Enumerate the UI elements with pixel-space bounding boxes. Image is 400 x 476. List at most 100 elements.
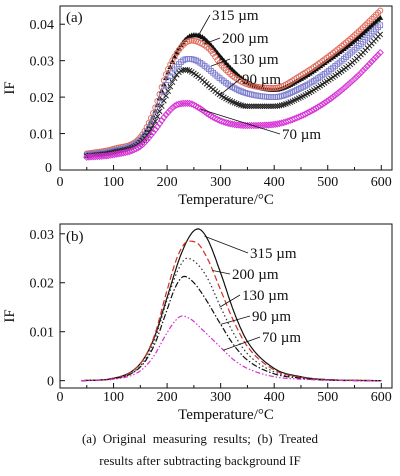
- data-point: [164, 108, 172, 116]
- x-tick-label: 0: [57, 390, 64, 405]
- series-line-3: [81, 275, 382, 382]
- series-label: 200 µm: [232, 267, 279, 283]
- series-label: 315 µm: [212, 8, 259, 24]
- data-point: [188, 100, 196, 108]
- data-point: [263, 84, 270, 91]
- x-tick-label: 600: [371, 390, 392, 405]
- data-point: [147, 131, 155, 139]
- data-point: [338, 86, 346, 94]
- data-point: [218, 117, 226, 125]
- data-point: [182, 66, 189, 73]
- data-point: [377, 31, 384, 38]
- series-label-leader: [203, 37, 221, 45]
- data-point: [261, 103, 268, 110]
- series-label-leader: [197, 14, 211, 37]
- data-point: [156, 108, 163, 115]
- series-label-leader: [219, 294, 241, 308]
- data-point: [335, 88, 344, 96]
- data-point: [155, 119, 164, 128]
- data-point: [377, 14, 384, 20]
- data-point: [233, 121, 241, 129]
- data-point: [257, 103, 264, 110]
- data-point: [377, 22, 384, 29]
- plot-frame-a: [59, 5, 393, 171]
- data-point: [312, 104, 320, 112]
- data-point: [377, 7, 384, 14]
- data-point: [255, 83, 262, 91]
- data-point: [183, 99, 192, 107]
- x-tick-label: 500: [317, 175, 338, 190]
- series-label-leader: [219, 78, 241, 96]
- series-label-leader: [220, 315, 251, 325]
- data-point: [372, 53, 380, 61]
- x-tick-label: 200: [157, 390, 178, 405]
- data-point: [323, 97, 331, 106]
- series-label: 90 µm: [242, 72, 281, 88]
- data-point: [331, 91, 339, 99]
- series-markers-4: [83, 49, 384, 161]
- series-label-leader: [204, 235, 249, 254]
- x-tick-label: 100: [103, 175, 124, 190]
- series-label-leader: [200, 108, 281, 135]
- x-tick-label: 0: [57, 175, 64, 190]
- data-point: [350, 75, 359, 83]
- data-point: [154, 106, 161, 113]
- x-axis-label-a: Temperature/°C: [178, 192, 274, 208]
- series-label-leader: [212, 270, 231, 275]
- data-point: [275, 119, 284, 128]
- data-point: [370, 55, 378, 63]
- data-point: [188, 37, 195, 44]
- series-label-leader: [223, 336, 261, 351]
- y-axis-label-b: IF: [2, 309, 18, 322]
- data-point: [166, 106, 174, 114]
- data-point: [160, 113, 168, 122]
- y-tick-label: 0.01: [30, 128, 55, 143]
- data-point: [143, 136, 151, 144]
- data-point: [138, 140, 147, 149]
- data-point: [167, 83, 174, 90]
- data-point: [267, 84, 275, 92]
- data-point: [263, 103, 270, 110]
- caption-line-1: (a) Original measuring results; (b) Trea…: [81, 431, 319, 446]
- data-point: [273, 120, 282, 128]
- data-point: [152, 112, 159, 119]
- data-point: [171, 75, 178, 82]
- data-point: [325, 96, 333, 104]
- y-tick-label: 0.04: [30, 18, 55, 33]
- data-point: [145, 134, 153, 142]
- data-point: [308, 107, 316, 115]
- y-tick-label: 0: [47, 375, 54, 390]
- data-point: [374, 51, 382, 59]
- data-point: [136, 142, 144, 150]
- data-point: [161, 97, 167, 104]
- data-point: [318, 100, 327, 108]
- data-point: [242, 103, 249, 109]
- data-point: [228, 120, 237, 128]
- data-point: [272, 84, 279, 92]
- data-point: [353, 73, 361, 81]
- data-point: [151, 126, 159, 134]
- data-point: [119, 149, 127, 157]
- figure-caption: (a) Original measuring results; (b) Trea…: [0, 428, 400, 472]
- data-point: [268, 103, 274, 110]
- x-tick-label: 600: [371, 175, 392, 190]
- data-point: [132, 145, 140, 153]
- data-point: [149, 128, 157, 137]
- data-point: [224, 119, 232, 127]
- data-point: [250, 103, 257, 110]
- x-tick-label: 300: [210, 390, 231, 405]
- data-point: [153, 123, 162, 131]
- data-point: [316, 102, 324, 110]
- x-tick-label: 500: [317, 390, 338, 405]
- x-tick-label: 0: [45, 161, 52, 176]
- data-point: [346, 79, 354, 87]
- data-point: [158, 103, 165, 109]
- data-point: [244, 103, 251, 110]
- series-label: 70 µm: [262, 330, 301, 346]
- data-point: [211, 114, 219, 122]
- data-point: [361, 64, 369, 72]
- data-point: [259, 103, 266, 110]
- y-tick-label: 0.02: [30, 91, 55, 106]
- data-point: [376, 49, 384, 57]
- data-point: [342, 82, 350, 91]
